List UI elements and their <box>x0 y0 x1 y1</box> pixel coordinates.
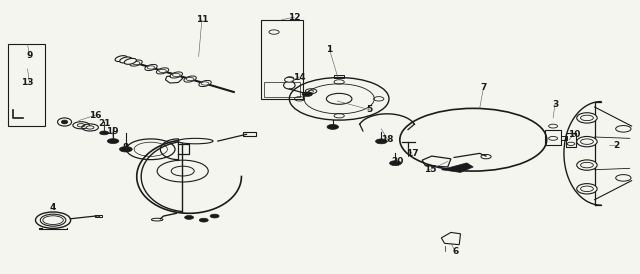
Circle shape <box>302 92 312 96</box>
Text: 6: 6 <box>452 247 458 256</box>
Text: 9: 9 <box>26 51 33 60</box>
Ellipse shape <box>124 58 136 64</box>
Text: 3: 3 <box>552 100 558 109</box>
Text: 18: 18 <box>381 135 394 144</box>
Circle shape <box>100 131 109 135</box>
Ellipse shape <box>40 214 66 226</box>
Ellipse shape <box>145 64 157 70</box>
Ellipse shape <box>577 136 597 147</box>
Text: 14: 14 <box>292 73 305 82</box>
Text: 10: 10 <box>568 130 580 139</box>
Text: 5: 5 <box>367 105 373 114</box>
Ellipse shape <box>577 113 597 123</box>
Text: 16: 16 <box>89 111 102 120</box>
Ellipse shape <box>284 81 295 89</box>
Circle shape <box>376 139 387 144</box>
Bar <box>545 130 561 145</box>
Ellipse shape <box>170 72 182 78</box>
Ellipse shape <box>35 212 70 228</box>
Text: 19: 19 <box>106 127 119 136</box>
Ellipse shape <box>115 56 127 62</box>
Circle shape <box>184 216 193 219</box>
Ellipse shape <box>61 120 68 124</box>
Text: 7: 7 <box>480 83 486 92</box>
Ellipse shape <box>577 160 597 170</box>
Text: 4: 4 <box>50 203 56 212</box>
Ellipse shape <box>199 81 211 87</box>
Bar <box>264 82 300 98</box>
Text: 1: 1 <box>326 45 333 54</box>
Bar <box>243 132 256 136</box>
Text: 13: 13 <box>21 78 34 87</box>
Text: 21: 21 <box>98 119 110 128</box>
Ellipse shape <box>130 60 142 66</box>
Bar <box>8 44 45 126</box>
Text: 2: 2 <box>613 141 620 150</box>
Text: 17: 17 <box>406 149 419 158</box>
Ellipse shape <box>178 138 213 144</box>
Ellipse shape <box>184 76 196 82</box>
Circle shape <box>210 214 219 218</box>
Circle shape <box>327 124 339 129</box>
Bar <box>95 215 102 218</box>
Circle shape <box>199 218 208 222</box>
Circle shape <box>390 161 401 165</box>
Ellipse shape <box>577 184 597 194</box>
Text: 11: 11 <box>196 15 208 24</box>
Circle shape <box>86 126 94 129</box>
Circle shape <box>77 124 85 127</box>
Bar <box>261 20 303 99</box>
Bar <box>566 133 576 147</box>
Circle shape <box>108 139 119 144</box>
Text: 8: 8 <box>123 143 129 152</box>
Text: 12: 12 <box>288 13 301 22</box>
Ellipse shape <box>285 77 294 82</box>
Text: 15: 15 <box>424 165 436 174</box>
Ellipse shape <box>120 57 132 63</box>
Polygon shape <box>442 163 473 172</box>
Bar <box>334 75 344 78</box>
Circle shape <box>120 147 132 152</box>
Text: 20: 20 <box>391 157 403 166</box>
Ellipse shape <box>156 68 169 74</box>
